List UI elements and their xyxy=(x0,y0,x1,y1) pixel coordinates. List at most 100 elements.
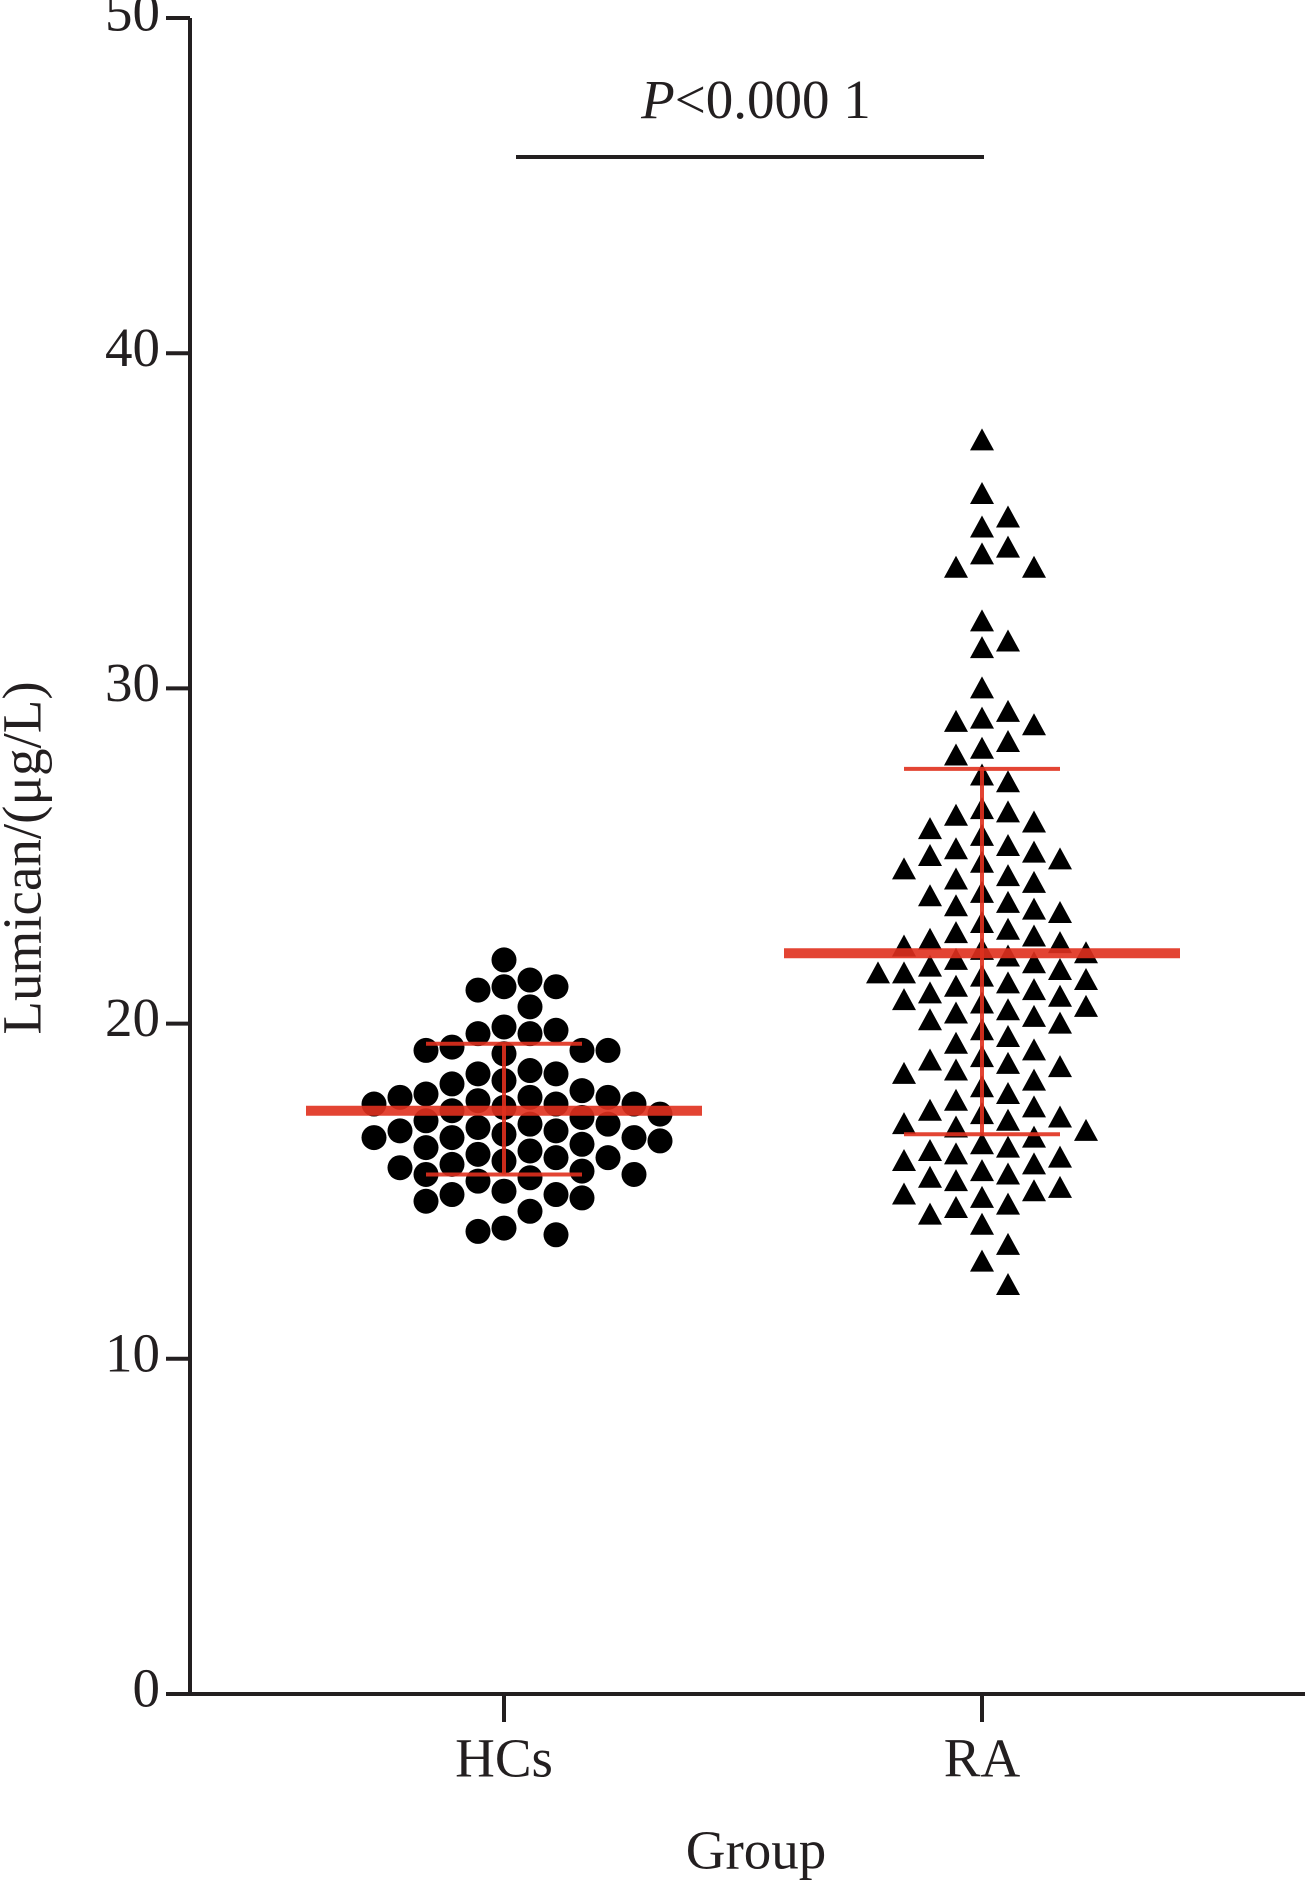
data-point xyxy=(996,1081,1020,1104)
data-point xyxy=(543,1017,569,1043)
data-point xyxy=(543,1182,569,1208)
data-point xyxy=(970,1159,994,1182)
data-point xyxy=(892,1182,916,1205)
data-point xyxy=(944,837,968,860)
data-point xyxy=(970,1132,994,1155)
data-point xyxy=(996,505,1020,528)
data-point xyxy=(517,1198,543,1224)
data-point xyxy=(517,967,543,993)
data-point xyxy=(517,994,543,1020)
data-point xyxy=(866,961,890,984)
data-point xyxy=(892,988,916,1011)
data-point xyxy=(569,1037,595,1063)
data-point xyxy=(970,706,994,729)
data-point xyxy=(1048,957,1072,980)
data-point xyxy=(1022,1068,1046,1091)
data-point xyxy=(918,981,942,1004)
data-point xyxy=(996,730,1020,753)
data-point xyxy=(543,1118,569,1144)
data-point xyxy=(569,1158,595,1184)
data-point xyxy=(892,857,916,880)
data-point xyxy=(944,1088,968,1111)
data-point xyxy=(996,1135,1020,1158)
data-point xyxy=(944,867,968,890)
data-point xyxy=(1074,994,1098,1017)
data-point xyxy=(621,1125,647,1151)
data-point xyxy=(970,676,994,699)
data-point xyxy=(970,736,994,759)
data-point xyxy=(1022,1095,1046,1118)
data-point xyxy=(996,890,1020,913)
data-point xyxy=(621,1161,647,1187)
data-point xyxy=(1022,951,1046,974)
y-tick-label: 20 xyxy=(105,987,160,1048)
data-point xyxy=(918,1202,942,1225)
data-point xyxy=(1022,897,1046,920)
data-point xyxy=(996,1108,1020,1131)
data-point xyxy=(1022,1125,1046,1148)
data-point xyxy=(1048,1105,1072,1128)
data-point xyxy=(918,954,942,977)
data-point xyxy=(387,1084,413,1110)
data-point xyxy=(413,1037,439,1063)
data-point xyxy=(970,542,994,565)
data-point xyxy=(944,1142,968,1165)
data-point xyxy=(595,1084,621,1110)
data-point xyxy=(465,1115,491,1141)
data-point xyxy=(944,1115,968,1138)
data-point xyxy=(517,1138,543,1164)
data-point xyxy=(892,1112,916,1135)
data-point xyxy=(517,1084,543,1110)
data-point xyxy=(944,1001,968,1024)
data-point xyxy=(387,1155,413,1181)
data-point xyxy=(1022,555,1046,578)
data-point xyxy=(918,1048,942,1071)
data-point xyxy=(970,481,994,504)
data-point xyxy=(465,1021,491,1047)
data-point xyxy=(944,947,968,970)
data-point xyxy=(892,961,916,984)
y-tick-label: 30 xyxy=(105,652,160,713)
y-tick-label: 0 xyxy=(133,1658,161,1719)
data-point xyxy=(996,535,1020,558)
data-point xyxy=(918,817,942,840)
data-point xyxy=(465,1061,491,1087)
data-point xyxy=(543,1061,569,1087)
data-point xyxy=(439,1151,465,1177)
data-point xyxy=(1048,900,1072,923)
data-point xyxy=(569,1185,595,1211)
data-point xyxy=(996,1025,1020,1048)
y-tick-label: 50 xyxy=(105,0,160,43)
data-point xyxy=(595,1145,621,1171)
data-point xyxy=(1022,1004,1046,1027)
data-point xyxy=(918,1138,942,1161)
p-value-annotation: P<0.000 1 xyxy=(640,69,871,130)
data-point xyxy=(996,1051,1020,1074)
data-point xyxy=(892,1149,916,1172)
data-point xyxy=(892,1061,916,1084)
data-point xyxy=(465,977,491,1003)
data-point xyxy=(1074,968,1098,991)
data-point xyxy=(996,1273,1020,1296)
data-point xyxy=(944,1058,968,1081)
data-point xyxy=(996,629,1020,652)
data-point xyxy=(918,1098,942,1121)
data-point xyxy=(1022,924,1046,947)
data-point xyxy=(543,1145,569,1171)
data-point xyxy=(944,1031,968,1054)
data-point xyxy=(1022,810,1046,833)
data-point xyxy=(465,1141,491,1167)
x-tick-label: HCs xyxy=(455,1728,553,1789)
data-point xyxy=(1022,840,1046,863)
data-point xyxy=(996,1232,1020,1255)
data-point xyxy=(996,699,1020,722)
data-point xyxy=(970,428,994,451)
data-point xyxy=(970,515,994,538)
data-point xyxy=(1074,1118,1098,1141)
data-point xyxy=(996,971,1020,994)
data-point xyxy=(944,921,968,944)
data-point xyxy=(1022,1152,1046,1175)
data-point xyxy=(1048,1055,1072,1078)
data-point xyxy=(465,1168,491,1194)
